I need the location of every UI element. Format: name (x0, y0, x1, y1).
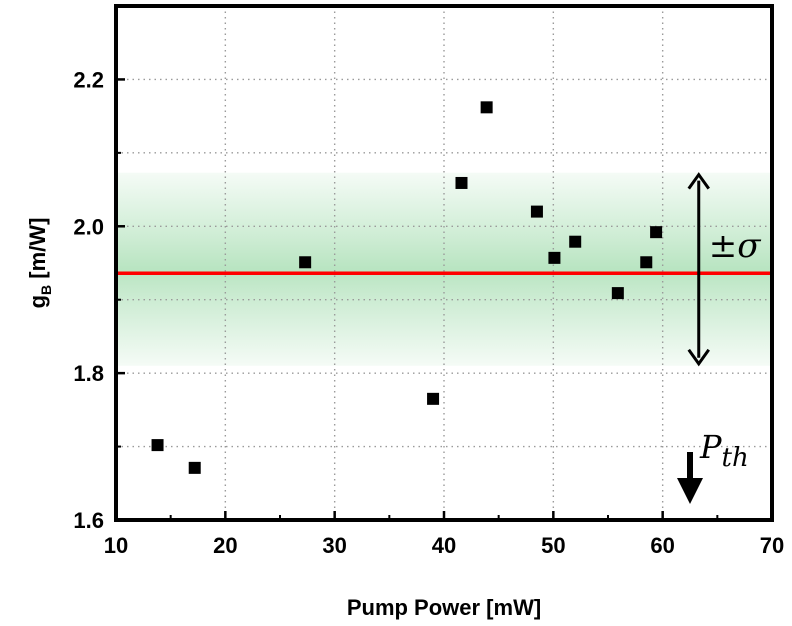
threshold-annotation-main: P (699, 428, 722, 466)
x-tick-label: 30 (322, 533, 346, 558)
threshold-annotation: Pth (699, 428, 749, 473)
x-tick-label: 40 (432, 533, 456, 558)
data-point (611, 287, 624, 300)
data-point (480, 101, 493, 114)
data-point (530, 205, 543, 218)
data-points (151, 101, 663, 474)
data-point (569, 235, 582, 248)
annotations (677, 172, 710, 504)
y-tick-label: 1.6 (73, 508, 104, 533)
y-tick-label: 2.2 (73, 67, 104, 92)
y-axis-ticks: 1.6 1.8 2.0 2.2 (73, 67, 125, 533)
sigma-arrow-head-down (687, 348, 710, 367)
data-point (151, 439, 164, 452)
data-point (299, 256, 312, 269)
x-tick-label: 60 (650, 533, 674, 558)
x-axis-ticks: 10 20 30 40 50 60 70 (104, 511, 784, 558)
y-tick-label: 1.8 (73, 361, 104, 386)
y-axis-title-main: g (25, 295, 50, 308)
x-axis-title: Pump Power [mW] (347, 595, 541, 620)
y-axis-title-unit: [m/W] (25, 218, 50, 285)
data-point (188, 461, 201, 474)
data-point (548, 251, 561, 264)
threshold-arrow-head (677, 478, 703, 504)
sigma-arrow-head-up (687, 172, 710, 190)
data-point (427, 392, 440, 405)
sigma-annotation: ±σ (709, 226, 761, 266)
data-point (650, 226, 663, 239)
y-axis-title-subscript: B (38, 285, 54, 295)
x-tick-label: 10 (104, 533, 128, 558)
threshold-annotation-subscript: th (722, 443, 749, 473)
x-tick-label: 50 (541, 533, 565, 558)
y-tick-label: 2.0 (73, 214, 104, 239)
x-tick-label: 70 (760, 533, 784, 558)
data-point (640, 256, 653, 269)
x-tick-label: 20 (213, 533, 237, 558)
data-point (455, 176, 468, 189)
y-axis-title: gB [m/W] (25, 218, 54, 309)
